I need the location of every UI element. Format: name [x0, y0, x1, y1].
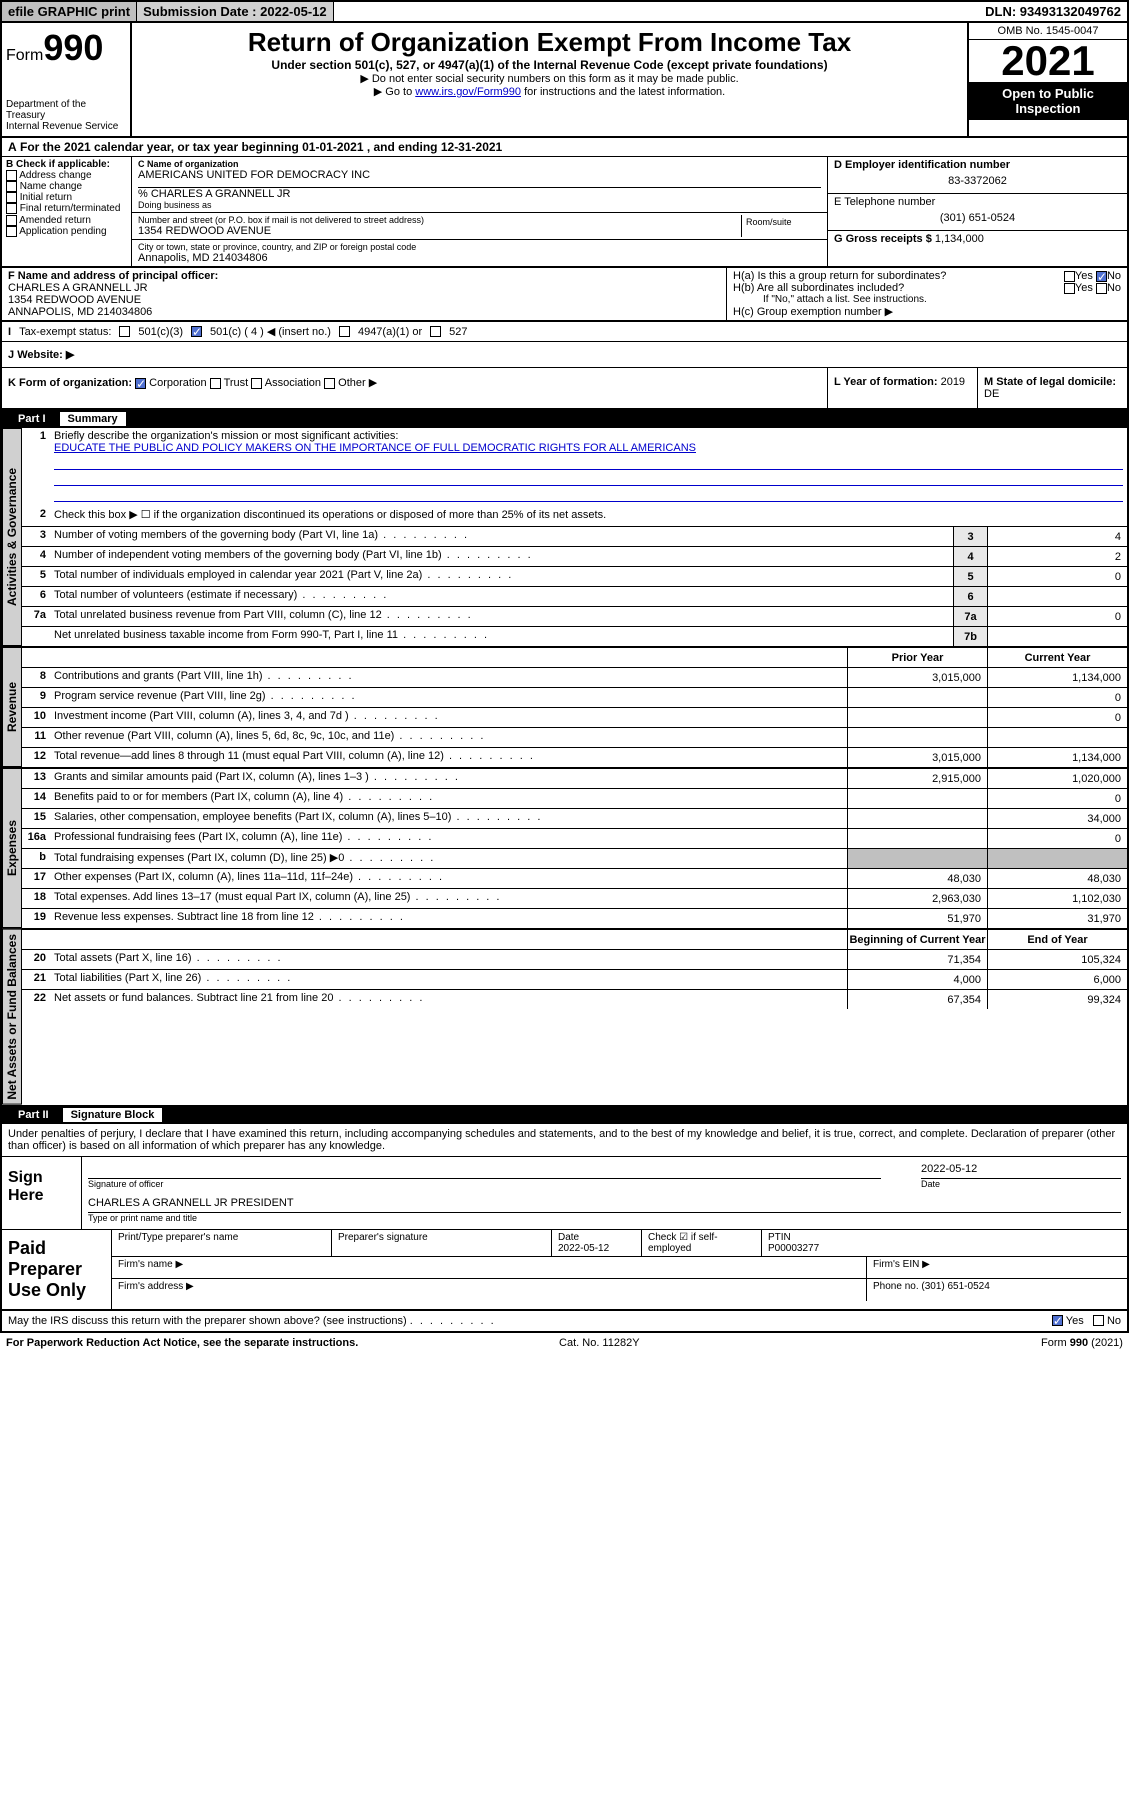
- may-irs-discuss: May the IRS discuss this return with the…: [2, 1311, 1127, 1331]
- paid-preparer: Paid Preparer Use Only: [2, 1230, 112, 1309]
- form-number: Form990: [6, 27, 126, 69]
- section-f: F Name and address of principal officer:…: [2, 268, 726, 320]
- form-title: Return of Organization Exempt From Incom…: [136, 27, 963, 58]
- gross-receipts: G Gross receipts $ 1,134,000: [828, 231, 1127, 247]
- efile-label[interactable]: efile GRAPHIC print: [2, 2, 137, 21]
- form-header: Form990 Department of the Treasury Inter…: [2, 23, 1127, 138]
- tax-year: 2021: [969, 40, 1127, 82]
- part-1-header: Part ISummary: [2, 410, 1127, 428]
- col-current: Current Year: [987, 648, 1127, 667]
- ein-row: D Employer identification number 83-3372…: [828, 157, 1127, 194]
- line-3: Number of voting members of the governin…: [50, 527, 953, 546]
- tab-revenue: Revenue: [2, 647, 22, 767]
- line-20: Total assets (Part X, line 16): [50, 950, 847, 969]
- line-7b: Net unrelated business taxable income fr…: [50, 627, 953, 646]
- line-12: Total revenue—add lines 8 through 11 (mu…: [50, 748, 847, 767]
- section-a: A For the 2021 calendar year, or tax yea…: [2, 138, 1127, 157]
- line-7a: Total unrelated business revenue from Pa…: [50, 607, 953, 626]
- section-j: J Website: ▶: [2, 342, 1127, 368]
- dln: DLN: 93493132049762: [979, 2, 1127, 21]
- line-2: Check this box ▶ ☐ if the organization d…: [50, 506, 1127, 526]
- section-b: B Check if applicable: Address change Na…: [2, 157, 132, 266]
- line-8: Contributions and grants (Part VIII, lin…: [50, 668, 847, 687]
- form-note-2: ▶ Go to www.irs.gov/Form990 for instruct…: [136, 85, 963, 98]
- page-footer: For Paperwork Reduction Act Notice, see …: [0, 1333, 1129, 1353]
- dept-label: Department of the Treasury: [6, 99, 126, 121]
- address-row: Number and street (or P.O. box if mail i…: [132, 213, 827, 240]
- phone-row: E Telephone number (301) 651-0524: [828, 194, 1127, 231]
- line-4: Number of independent voting members of …: [50, 547, 953, 566]
- form-note-1: ▶ Do not enter social security numbers o…: [136, 72, 963, 85]
- form-subtitle: Under section 501(c), 527, or 4947(a)(1)…: [136, 58, 963, 72]
- line-19: Revenue less expenses. Subtract line 18 …: [50, 909, 847, 928]
- tab-net-assets: Net Assets or Fund Balances: [2, 929, 22, 1105]
- tab-expenses: Expenses: [2, 768, 22, 928]
- tab-governance: Activities & Governance: [2, 428, 22, 646]
- section-k: K Form of organization: Corporation Trus…: [2, 368, 827, 408]
- line-6: Total number of volunteers (estimate if …: [50, 587, 953, 606]
- org-name-row: C Name of organization AMERICANS UNITED …: [132, 157, 827, 213]
- line-13: Grants and similar amounts paid (Part IX…: [50, 769, 847, 788]
- line-21: Total liabilities (Part X, line 26): [50, 970, 847, 989]
- col-eoy: End of Year: [987, 930, 1127, 949]
- sign-here: Sign Here: [2, 1157, 82, 1229]
- line-15: Salaries, other compensation, employee b…: [50, 809, 847, 828]
- irs-label: Internal Revenue Service: [6, 121, 126, 132]
- line-10: Investment income (Part VIII, column (A)…: [50, 708, 847, 727]
- line-9: Program service revenue (Part VIII, line…: [50, 688, 847, 707]
- line-18: Total expenses. Add lines 13–17 (must eq…: [50, 889, 847, 908]
- top-bar: efile GRAPHIC print Submission Date : 20…: [2, 2, 1127, 23]
- col-prior: Prior Year: [847, 648, 987, 667]
- open-public: Open to Public Inspection: [969, 82, 1127, 120]
- irs-link[interactable]: www.irs.gov/Form990: [415, 86, 521, 98]
- section-i: I Tax-exempt status: 501(c)(3) 501(c) ( …: [2, 321, 1127, 342]
- section-l: L Year of formation: 2019: [827, 368, 977, 408]
- part-2-header: Part IISignature Block: [2, 1106, 1127, 1124]
- section-m: M State of legal domicile: DE: [977, 368, 1127, 408]
- line-14: Benefits paid to or for members (Part IX…: [50, 789, 847, 808]
- line-22: Net assets or fund balances. Subtract li…: [50, 990, 847, 1009]
- declaration: Under penalties of perjury, I declare th…: [2, 1124, 1127, 1157]
- line-11: Other revenue (Part VIII, column (A), li…: [50, 728, 847, 747]
- line-17: Other expenses (Part IX, column (A), lin…: [50, 869, 847, 888]
- submission-date: Submission Date : 2022-05-12: [137, 2, 334, 21]
- col-boy: Beginning of Current Year: [847, 930, 987, 949]
- line-b: Total fundraising expenses (Part IX, col…: [50, 849, 847, 868]
- city-row: City or town, state or province, country…: [132, 240, 827, 266]
- line-16a: Professional fundraising fees (Part IX, …: [50, 829, 847, 848]
- line-1: Briefly describe the organization's miss…: [50, 428, 1127, 506]
- line-5: Total number of individuals employed in …: [50, 567, 953, 586]
- section-h: H(a) Is this a group return for subordin…: [727, 268, 1127, 320]
